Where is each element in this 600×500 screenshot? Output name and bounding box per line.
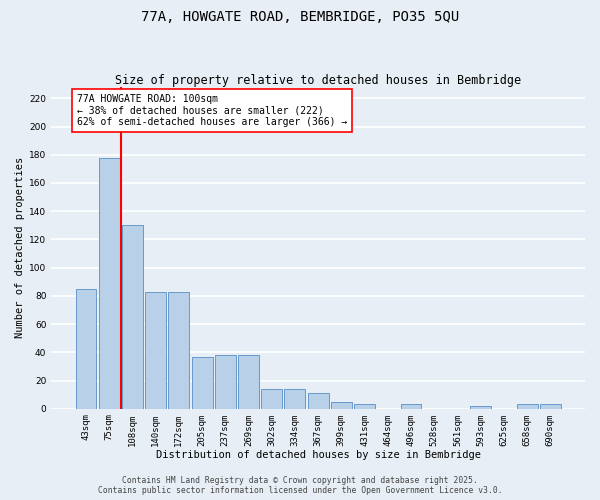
Text: 77A HOWGATE ROAD: 100sqm
← 38% of detached houses are smaller (222)
62% of semi-: 77A HOWGATE ROAD: 100sqm ← 38% of detach… xyxy=(77,94,347,128)
Bar xyxy=(261,389,282,408)
Y-axis label: Number of detached properties: Number of detached properties xyxy=(15,157,25,338)
Bar xyxy=(401,404,421,408)
Bar xyxy=(191,356,212,408)
Bar xyxy=(145,292,166,408)
X-axis label: Distribution of detached houses by size in Bembridge: Distribution of detached houses by size … xyxy=(155,450,481,460)
Bar xyxy=(215,355,236,408)
Bar xyxy=(238,355,259,408)
Bar xyxy=(354,404,375,408)
Bar xyxy=(99,158,119,408)
Bar xyxy=(308,393,329,408)
Bar xyxy=(470,406,491,408)
Bar xyxy=(76,289,97,408)
Bar xyxy=(517,404,538,408)
Text: Contains HM Land Registry data © Crown copyright and database right 2025.
Contai: Contains HM Land Registry data © Crown c… xyxy=(98,476,502,495)
Title: Size of property relative to detached houses in Bembridge: Size of property relative to detached ho… xyxy=(115,74,521,87)
Bar xyxy=(122,226,143,408)
Bar xyxy=(331,402,352,408)
Bar xyxy=(540,404,561,408)
Bar xyxy=(284,389,305,408)
Bar xyxy=(169,292,189,408)
Text: 77A, HOWGATE ROAD, BEMBRIDGE, PO35 5QU: 77A, HOWGATE ROAD, BEMBRIDGE, PO35 5QU xyxy=(141,10,459,24)
